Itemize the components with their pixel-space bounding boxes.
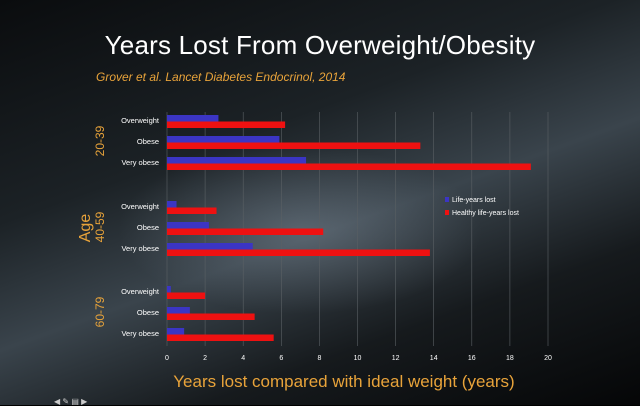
presenter-toolbar[interactable]: ◀ ✎ ▤ ▶: [54, 397, 87, 406]
legend-label: Life-years lost: [452, 197, 496, 204]
bar-healthy-life-years-lost: [167, 292, 206, 299]
x-tick-label: 12: [392, 355, 400, 362]
category-label: Obese: [137, 223, 159, 232]
category-label: Obese: [137, 308, 159, 317]
category-label: Overweight: [121, 287, 160, 296]
x-tick-label: 8: [317, 355, 321, 362]
citation: Grover et al. Lancet Diabetes Endocrinol…: [96, 70, 346, 84]
x-tick-label: 0: [165, 355, 169, 362]
x-tick-label: 10: [354, 355, 362, 362]
category-label: Overweight: [121, 116, 160, 125]
x-tick-label: 14: [430, 355, 438, 362]
x-tick-label: 20: [544, 355, 552, 362]
legend-label: Healthy life-years lost: [452, 210, 519, 217]
bar-healthy-life-years-lost: [167, 249, 430, 256]
bar-healthy-life-years-lost: [167, 313, 255, 320]
bar-healthy-life-years-lost: [167, 142, 421, 149]
bar-healthy-life-years-lost: [167, 163, 531, 170]
bar-healthy-life-years-lost: [167, 334, 274, 341]
bar-life-years-lost: [167, 243, 253, 250]
bar-life-years-lost: [167, 115, 219, 122]
menu-icon[interactable]: ▤: [71, 397, 79, 406]
x-axis-label: Years lost compared with ideal weight (y…: [173, 372, 514, 391]
x-tick-label: 4: [241, 355, 245, 362]
legend-swatch: [445, 210, 449, 215]
category-label: Obese: [137, 137, 159, 146]
y-axis-label: Age: [77, 214, 94, 243]
forward-arrow-icon[interactable]: ▶: [81, 397, 88, 406]
x-tick-label: 16: [468, 355, 476, 362]
bar-life-years-lost: [167, 157, 307, 164]
slide-title: Years Lost From Overweight/Obesity: [104, 30, 536, 60]
bar-life-years-lost: [167, 328, 185, 335]
legend-swatch: [445, 197, 449, 202]
group-label: 60-79: [93, 296, 107, 327]
back-arrow-icon[interactable]: ◀: [54, 397, 61, 406]
bar-life-years-lost: [167, 136, 280, 143]
bar-healthy-life-years-lost: [167, 121, 286, 128]
category-label: Very obese: [121, 244, 159, 253]
bar-life-years-lost: [167, 201, 177, 208]
group-label: 40-59: [93, 211, 107, 242]
x-tick-label: 6: [279, 355, 283, 362]
bar-life-years-lost: [167, 286, 171, 293]
bar-healthy-life-years-lost: [167, 228, 324, 235]
category-label: Overweight: [121, 202, 160, 211]
x-tick-label: 18: [506, 355, 514, 362]
x-tick-label: 2: [203, 355, 207, 362]
bar-life-years-lost: [167, 222, 209, 229]
pen-icon[interactable]: ✎: [62, 397, 70, 406]
category-label: Very obese: [121, 158, 159, 167]
category-label: Very obese: [121, 329, 159, 338]
bar-healthy-life-years-lost: [167, 207, 217, 214]
bar-life-years-lost: [167, 307, 190, 314]
group-label: 20-39: [93, 125, 107, 156]
